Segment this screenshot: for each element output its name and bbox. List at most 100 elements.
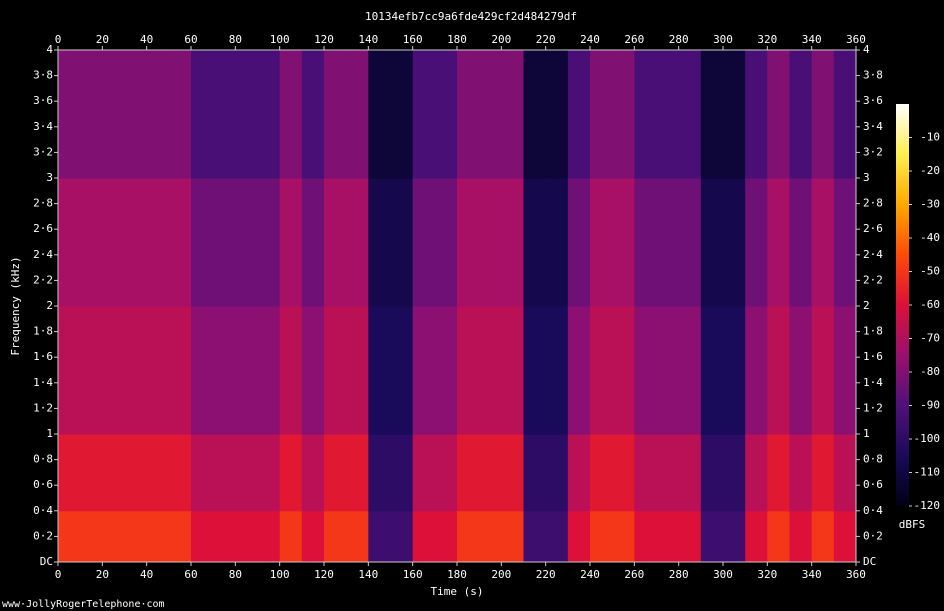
cell: [390, 178, 414, 307]
y-tick-label: 1·6: [33, 350, 53, 363]
cell: [301, 306, 325, 435]
y-tick-label: 2: [46, 299, 53, 312]
x-tick-label: 180: [447, 568, 467, 581]
cell: [700, 510, 724, 563]
cell: [390, 50, 414, 179]
y-tick-label: 2·2: [863, 273, 883, 286]
cell: [346, 306, 369, 435]
cell: [390, 434, 414, 512]
cell: [257, 178, 281, 307]
cell: [767, 50, 790, 179]
x-tick-label: 320: [757, 568, 777, 581]
x-tick-label: 340: [802, 568, 822, 581]
cell: [833, 306, 857, 435]
cell: [590, 434, 613, 512]
cell: [102, 50, 125, 179]
cell: [523, 434, 547, 512]
cell: [590, 178, 613, 307]
y-tick-label: 0·8: [863, 453, 883, 466]
x-tick-label: 300: [713, 568, 733, 581]
y-tick-label: 0·2: [33, 529, 53, 542]
cell: [656, 510, 680, 563]
cell: [80, 178, 103, 307]
y-tick-label: 4: [46, 43, 53, 56]
cell: [279, 306, 303, 435]
cell: [412, 306, 436, 435]
cell: [102, 178, 125, 307]
y-tick-label: 1·4: [33, 376, 53, 389]
cell: [501, 510, 524, 563]
chart-title: 10134efb7cc9a6fde429cf2d484279df: [365, 10, 577, 23]
cell: [191, 306, 214, 435]
cell: [678, 434, 702, 512]
y-tick-label: 1·4: [863, 376, 883, 389]
x-tick-label: 300: [713, 33, 733, 46]
cell: [833, 50, 857, 179]
y-tick-label: 0·4: [33, 504, 53, 517]
cell: [412, 510, 436, 563]
cell: [80, 434, 103, 512]
cell: [80, 306, 103, 435]
cell: [80, 510, 103, 563]
y-tick-label: 1·2: [33, 401, 53, 414]
cell: [279, 178, 303, 307]
y-tick-label: 2·6: [863, 222, 883, 235]
cell: [833, 434, 857, 512]
cell: [324, 178, 347, 307]
x-tick-label: 20: [96, 33, 109, 46]
cell: [501, 306, 524, 435]
footer: www·JollyRogerTelephone·com: [2, 599, 165, 610]
y-tick-label: 2·8: [863, 197, 883, 210]
cell: [324, 434, 347, 512]
y-tick-label: 3·8: [863, 69, 883, 82]
cell: [545, 510, 569, 563]
cell: [767, 178, 790, 307]
cell: [390, 510, 414, 563]
cell: [168, 510, 192, 563]
cell: [368, 434, 391, 512]
cell: [279, 510, 303, 563]
cell: [811, 178, 835, 307]
cell: [58, 510, 81, 563]
cell: [368, 50, 391, 179]
x-tick-label: 100: [270, 33, 290, 46]
cell: [346, 510, 369, 563]
x-tick-label: 140: [358, 33, 378, 46]
x-tick-label: 260: [624, 33, 644, 46]
cell: [124, 178, 148, 307]
cell: [479, 434, 502, 512]
cell: [168, 178, 192, 307]
y-tick-label: 1·8: [863, 325, 883, 338]
cell: [457, 50, 480, 179]
cell: [612, 510, 635, 563]
cell: [434, 510, 458, 563]
cell: [745, 434, 768, 512]
x-tick-label: 280: [669, 568, 689, 581]
cell: [324, 306, 347, 435]
colorbar-tick-label: -110: [914, 466, 941, 479]
cell: [235, 178, 258, 307]
cell: [545, 434, 569, 512]
cell: [700, 306, 724, 435]
cell: [656, 178, 680, 307]
cell: [168, 434, 192, 512]
cell: [434, 306, 458, 435]
cell: [612, 50, 635, 179]
cell: [124, 306, 148, 435]
y-tick-label: 3·4: [863, 120, 883, 133]
x-tick-label: 160: [403, 33, 423, 46]
cell: [767, 306, 790, 435]
cell: [723, 434, 746, 512]
cell: [634, 306, 657, 435]
cell: [146, 510, 170, 563]
x-tick-label: 320: [757, 33, 777, 46]
cell: [390, 306, 414, 435]
cell: [833, 510, 857, 563]
x-tick-label: 100: [270, 568, 290, 581]
colorbar-tick-label: -90: [920, 399, 940, 412]
cell: [58, 434, 81, 512]
cell: [235, 510, 258, 563]
cell: [146, 306, 170, 435]
y-tick-label: 2·4: [33, 248, 53, 261]
cell: [213, 50, 236, 179]
